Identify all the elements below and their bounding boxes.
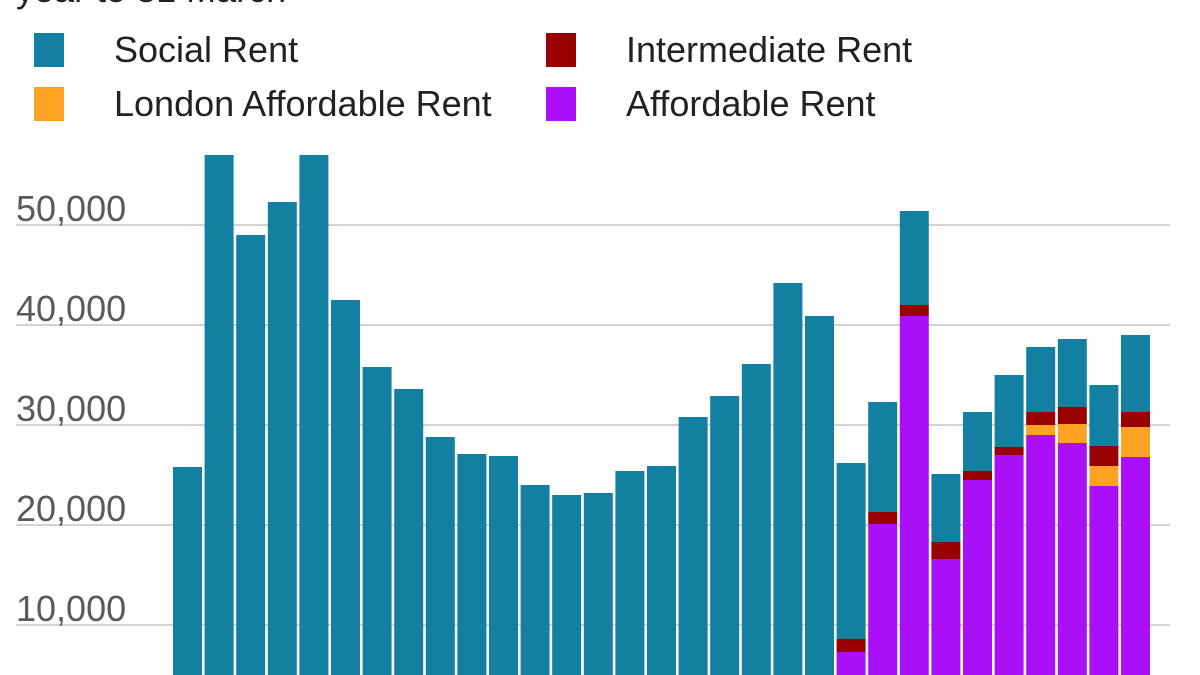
bar-segment-social-rent — [331, 300, 360, 675]
legend-swatch-london-affordable-rent — [34, 87, 64, 121]
bar-segment-social-rent — [741, 364, 771, 675]
bar-segment-social-rent — [394, 389, 424, 675]
bar-segment-affordable-rent — [1121, 457, 1150, 675]
bar-segment-social-rent — [552, 495, 582, 675]
bar-segment-intermediate-rent — [1089, 446, 1119, 466]
bar-segment-social-rent — [868, 402, 898, 512]
bar-segment-social-rent — [1121, 335, 1150, 412]
bar-segment-social-rent — [1057, 339, 1087, 407]
bar-segment-social-rent — [994, 375, 1024, 447]
bar-segment-social-rent — [836, 463, 866, 639]
legend-swatch-affordable-rent — [546, 87, 576, 121]
bar-segment-social-rent — [615, 471, 645, 675]
bar-segment-affordable-rent — [1026, 435, 1056, 675]
bar-segment-social-rent — [267, 202, 297, 675]
legend-label-social-rent: Social Rent — [114, 29, 299, 70]
bar-segment-london-affordable-rent — [1121, 427, 1150, 457]
y-tick-label: 40,000 — [16, 288, 126, 329]
bar-segment-intermediate-rent — [836, 639, 866, 652]
bar-segment-social-rent — [204, 155, 234, 675]
bar-segment-social-rent — [963, 412, 992, 471]
bar-segment-intermediate-rent — [1121, 412, 1150, 427]
y-tick-label: 20,000 — [16, 488, 126, 529]
bar-segment-social-rent — [1089, 385, 1119, 446]
bar-segment-social-rent — [805, 316, 834, 675]
bar-segment-social-rent — [299, 155, 329, 675]
legend-swatch-social-rent — [34, 33, 64, 67]
bar-segment-intermediate-rent — [868, 512, 898, 524]
bar-segment-affordable-rent — [899, 316, 929, 675]
bar-segment-social-rent — [678, 417, 708, 675]
bar-segment-social-rent — [773, 283, 803, 675]
bar-segment-affordable-rent — [836, 652, 866, 675]
legend-label-affordable-rent: Affordable Rent — [626, 83, 876, 124]
bar-segment-social-rent — [362, 367, 392, 675]
legend-swatch-intermediate-rent — [546, 33, 576, 67]
bar-segment-social-rent — [173, 467, 202, 675]
legend-item-intermediate-rent: Intermediate Rent — [546, 29, 913, 70]
legend-item-affordable-rent: Affordable Rent — [546, 83, 876, 124]
bar-segment-affordable-rent — [963, 480, 992, 675]
bar-segment-social-rent — [899, 211, 929, 305]
bar-segment-intermediate-rent — [899, 305, 929, 316]
bar-segment-intermediate-rent — [931, 542, 961, 559]
bar-segment-affordable-rent — [994, 455, 1024, 675]
bar-segment-affordable-rent — [868, 524, 898, 675]
bar-segment-affordable-rent — [931, 559, 961, 675]
bar-segment-social-rent — [931, 474, 961, 542]
legend-item-london-affordable-rent: London Affordable Rent — [34, 83, 492, 124]
bar-segment-intermediate-rent — [1026, 412, 1056, 425]
bar-segment-london-affordable-rent — [1026, 425, 1056, 435]
bar-segment-social-rent — [710, 396, 740, 675]
y-tick-label: 50,000 — [16, 188, 126, 229]
bar-segment-affordable-rent — [1057, 443, 1087, 675]
bar-segment-social-rent — [583, 493, 613, 675]
legend-item-social-rent: Social Rent — [34, 29, 299, 70]
bar-segment-intermediate-rent — [963, 471, 992, 480]
bar-segment-social-rent — [520, 485, 550, 675]
bar-segment-social-rent — [425, 437, 455, 675]
bar-segment-affordable-rent — [1089, 486, 1119, 675]
chart-subtitle: year to 31 March — [16, 0, 286, 10]
bar-segment-london-affordable-rent — [1089, 466, 1119, 486]
bar-segment-social-rent — [647, 466, 676, 675]
legend-label-london-affordable-rent: London Affordable Rent — [114, 83, 492, 124]
y-tick-label: 30,000 — [16, 388, 126, 429]
y-tick-label: 10,000 — [16, 588, 126, 629]
bar-segment-london-affordable-rent — [1057, 424, 1087, 443]
bar-segment-social-rent — [1026, 347, 1056, 412]
bar-segment-intermediate-rent — [994, 447, 1024, 455]
bar-segment-social-rent — [236, 235, 266, 675]
bar-segment-social-rent — [457, 454, 487, 675]
legend-label-intermediate-rent: Intermediate Rent — [626, 29, 913, 70]
bar-segment-intermediate-rent — [1057, 407, 1087, 424]
bar-segment-social-rent — [489, 456, 518, 675]
